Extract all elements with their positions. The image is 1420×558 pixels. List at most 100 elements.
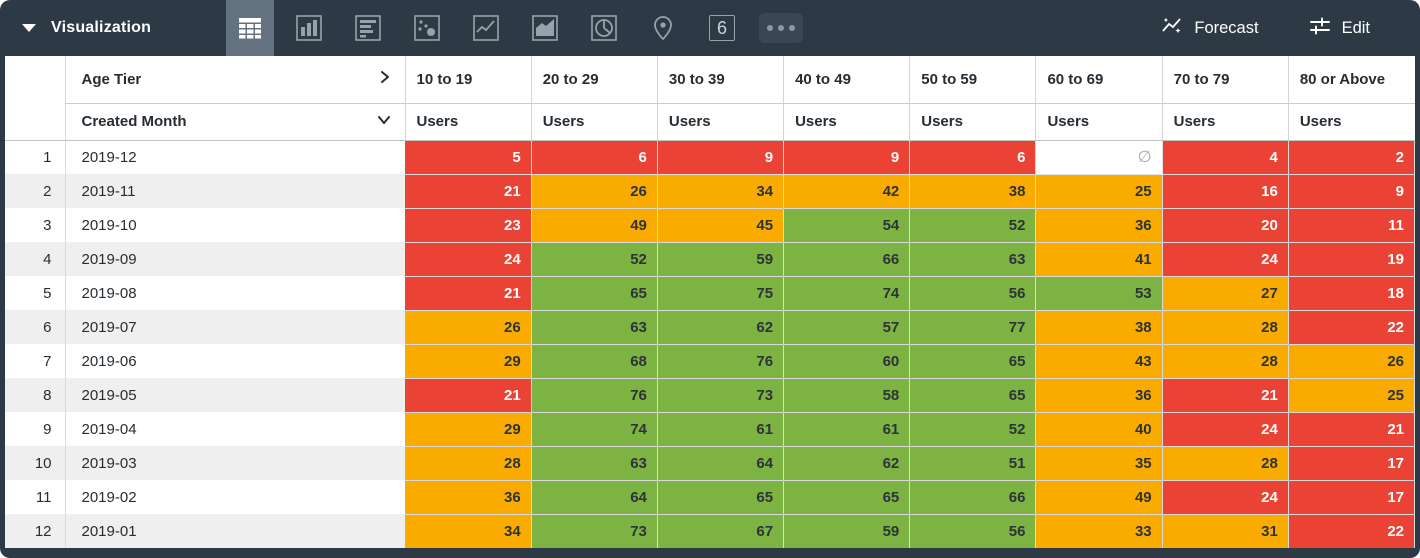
value-cell[interactable]: 6 [909,140,1037,175]
value-cell[interactable]: 34 [657,174,785,209]
viz-type-pie-chart-button[interactable] [580,0,628,56]
value-cell[interactable]: 9 [783,140,911,175]
pivot-dimension-header[interactable]: Age Tier [65,56,405,104]
value-cell[interactable]: 41 [1035,242,1163,277]
value-cell[interactable]: 65 [531,276,658,311]
value-cell[interactable]: 5 [405,140,532,175]
value-cell[interactable]: 6 [531,140,658,175]
value-cell[interactable]: 68 [531,344,658,379]
value-cell[interactable]: 52 [909,412,1037,447]
month-cell[interactable]: 2019-09 [65,242,405,276]
value-cell[interactable]: 58 [783,378,911,413]
viz-type-bar-chart-button[interactable] [344,0,392,56]
value-cell[interactable]: 18 [1288,276,1415,311]
month-cell[interactable]: 2019-05 [65,378,405,412]
measure-header-users[interactable]: Users [656,103,784,141]
value-cell[interactable]: 54 [783,208,911,243]
value-cell[interactable]: 49 [1035,480,1163,515]
value-cell[interactable]: 67 [657,514,785,548]
value-cell[interactable]: 28 [1162,310,1289,345]
value-cell[interactable]: 74 [783,276,911,311]
value-cell[interactable]: 2 [1288,140,1415,175]
viz-type-single-value-button[interactable]: 6 [698,0,746,56]
value-cell[interactable]: 28 [1162,344,1289,379]
value-cell[interactable]: 65 [909,344,1037,379]
month-cell[interactable]: 2019-07 [65,310,405,344]
value-cell[interactable]: 22 [1288,514,1415,548]
value-cell[interactable]: 22 [1288,310,1415,345]
value-cell[interactable]: 49 [531,208,658,243]
value-cell[interactable]: 26 [531,174,658,209]
value-cell[interactable]: 25 [1035,174,1163,209]
value-cell[interactable]: 73 [657,378,785,413]
value-cell[interactable]: 17 [1288,446,1415,481]
measure-header-users[interactable]: Users [1035,103,1163,141]
value-cell[interactable]: 36 [1035,208,1163,243]
month-cell[interactable]: 2019-02 [81,488,137,506]
value-cell[interactable]: 16 [1162,174,1289,209]
month-cell[interactable]: 2019-08 [81,284,137,302]
row-dimension-header[interactable]: Created Month [65,103,405,141]
value-cell[interactable]: 31 [1162,514,1289,548]
column-header-60-to-69[interactable]: 60 to 69 [1035,56,1163,104]
value-cell[interactable]: ∅ [1035,140,1163,175]
value-cell[interactable]: 42 [783,174,911,209]
month-cell[interactable]: 2019-06 [81,352,137,370]
value-cell[interactable]: 65 [909,378,1037,413]
value-cell[interactable]: 45 [657,208,785,243]
column-header-80-or-above[interactable]: 80 or Above [1287,56,1415,104]
value-cell[interactable]: 63 [531,310,658,345]
value-cell[interactable]: 76 [657,344,785,379]
value-cell[interactable]: 4 [1162,140,1289,175]
month-cell[interactable]: 2019-03 [65,446,405,480]
measure-header-users[interactable]: Users [530,103,658,141]
column-header-70-to-79[interactable]: 70 to 79 [1161,56,1289,104]
value-cell[interactable]: 63 [531,446,658,481]
value-cell[interactable]: 35 [1035,446,1163,481]
value-cell[interactable]: 28 [1162,446,1289,481]
month-cell[interactable]: 2019-01 [65,514,405,548]
forecast-button[interactable]: Forecast [1161,15,1259,42]
value-cell[interactable]: 21 [405,378,532,413]
value-cell[interactable]: 36 [1035,378,1163,413]
value-cell[interactable]: 33 [1035,514,1163,548]
column-header-50-to-59[interactable]: 50 to 59 [909,56,1036,104]
value-cell[interactable]: 73 [531,514,658,548]
value-cell[interactable]: 75 [657,276,785,311]
value-cell[interactable]: 59 [657,242,785,277]
value-cell[interactable]: 40 [1035,412,1163,447]
edit-button[interactable]: Edit [1309,15,1370,42]
value-cell[interactable]: 61 [657,412,785,447]
value-cell[interactable]: 23 [405,208,532,243]
viz-type-more-options-button[interactable] [757,0,805,56]
value-cell[interactable]: 66 [909,480,1037,515]
value-cell[interactable]: 61 [783,412,911,447]
month-cell[interactable]: 2019-04 [81,420,137,438]
viz-type-map-button[interactable] [639,0,687,56]
value-cell[interactable]: 43 [1035,344,1163,379]
value-cell[interactable]: 26 [1288,344,1415,379]
value-cell[interactable]: 60 [783,344,911,379]
column-header-10-to-19[interactable]: 10 to 19 [404,56,532,104]
measure-header-users[interactable]: Users [1287,103,1415,141]
value-cell[interactable]: 53 [1035,276,1163,311]
value-cell[interactable]: 21 [1162,378,1289,413]
value-cell[interactable]: 65 [783,480,911,515]
value-cell[interactable]: 74 [531,412,658,447]
value-cell[interactable]: 24 [1162,480,1289,515]
value-cell[interactable]: 64 [531,480,658,515]
value-cell[interactable]: 77 [909,310,1037,345]
value-cell[interactable]: 62 [783,446,911,481]
value-cell[interactable]: 21 [1288,412,1415,447]
value-cell[interactable]: 62 [657,310,785,345]
month-cell[interactable]: 2019-11 [65,174,405,208]
chevron-right-icon[interactable] [379,70,391,88]
viz-type-line-chart-button[interactable] [462,0,510,56]
value-cell[interactable]: 25 [1288,378,1415,413]
value-cell[interactable]: 65 [657,480,785,515]
month-cell[interactable]: 2019-10 [81,216,137,234]
value-cell[interactable]: 20 [1162,208,1289,243]
visualization-collapse-toggle[interactable]: Visualization [0,0,226,56]
value-cell[interactable]: 9 [657,140,785,175]
value-cell[interactable]: 52 [909,208,1037,243]
